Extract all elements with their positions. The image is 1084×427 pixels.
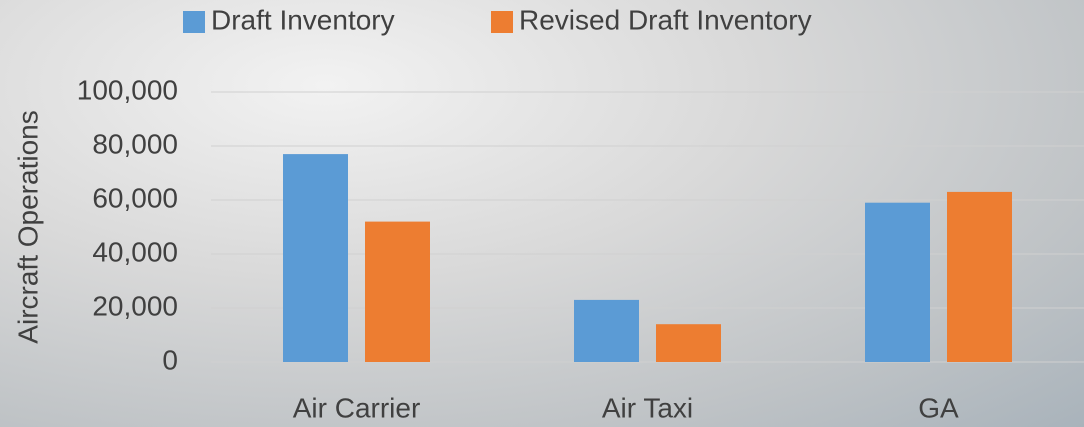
y-tick-label: 40,000 bbox=[92, 236, 178, 267]
bar bbox=[947, 191, 1012, 362]
bar bbox=[283, 154, 348, 362]
x-tick-label: GA bbox=[918, 392, 959, 423]
legend-swatch bbox=[491, 11, 513, 33]
bar bbox=[574, 299, 639, 362]
y-tick-label: 0 bbox=[162, 344, 178, 375]
y-tick-label: 80,000 bbox=[92, 128, 178, 159]
bar bbox=[865, 202, 930, 362]
x-tick-label: Air Carrier bbox=[293, 392, 421, 423]
legend-label: Draft Inventory bbox=[211, 4, 395, 35]
bar bbox=[656, 324, 721, 362]
y-tick-label: 100,000 bbox=[77, 74, 178, 105]
y-tick-label: 20,000 bbox=[92, 290, 178, 321]
x-tick-label: Air Taxi bbox=[602, 392, 693, 423]
y-tick-label: 60,000 bbox=[92, 182, 178, 213]
y-axis-label: Aircraft Operations bbox=[12, 110, 43, 343]
legend-label: Revised Draft Inventory bbox=[519, 4, 812, 35]
bar bbox=[365, 221, 430, 362]
legend-swatch bbox=[183, 11, 205, 33]
